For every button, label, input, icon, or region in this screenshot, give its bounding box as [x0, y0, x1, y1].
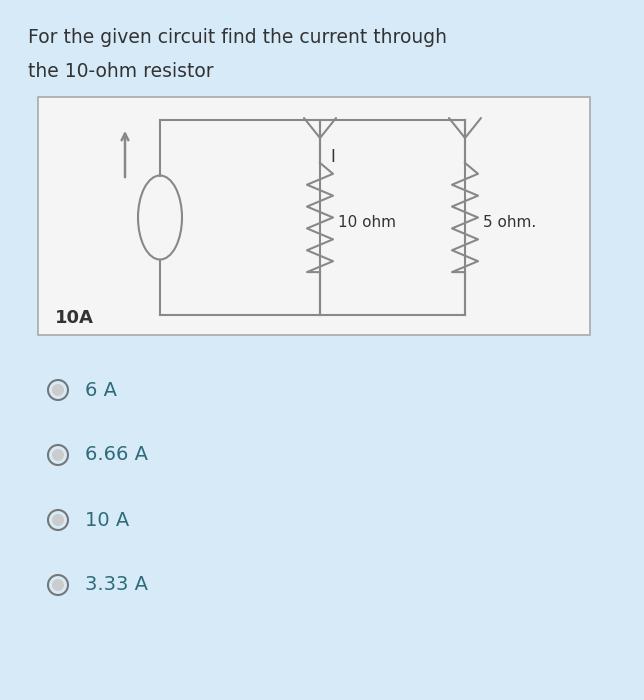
- Text: 10A: 10A: [55, 309, 94, 327]
- Text: I: I: [330, 148, 335, 166]
- Text: For the given circuit find the current through: For the given circuit find the current t…: [28, 28, 447, 47]
- Text: 10 ohm: 10 ohm: [338, 215, 396, 230]
- Circle shape: [52, 449, 64, 461]
- Text: the 10-ohm resistor: the 10-ohm resistor: [28, 62, 214, 81]
- Text: 6 A: 6 A: [85, 381, 117, 400]
- Circle shape: [52, 514, 64, 526]
- Text: 10 A: 10 A: [85, 510, 129, 529]
- Text: 5 ohm.: 5 ohm.: [483, 215, 536, 230]
- Circle shape: [52, 579, 64, 591]
- Circle shape: [52, 384, 64, 396]
- Bar: [38, 97, 590, 335]
- Text: 3.33 A: 3.33 A: [85, 575, 148, 594]
- Text: 6.66 A: 6.66 A: [85, 445, 148, 465]
